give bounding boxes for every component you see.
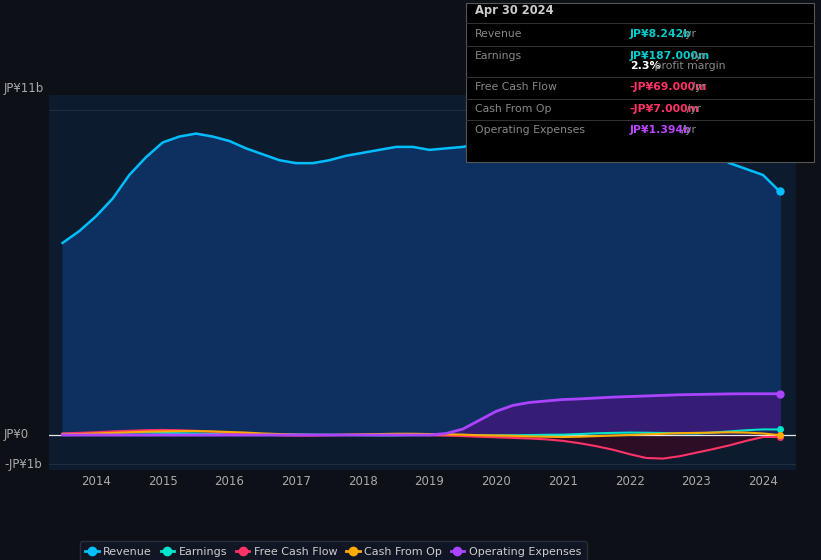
Text: /yr: /yr	[678, 125, 695, 135]
Text: Revenue: Revenue	[475, 29, 523, 39]
Text: /yr: /yr	[688, 51, 706, 61]
Text: Cash From Op: Cash From Op	[475, 104, 552, 114]
Text: JP¥8.242b: JP¥8.242b	[630, 29, 692, 39]
Text: profit margin: profit margin	[651, 61, 726, 71]
Text: JP¥187.000m: JP¥187.000m	[630, 51, 710, 61]
Text: JP¥0: JP¥0	[4, 428, 30, 441]
Text: Operating Expenses: Operating Expenses	[475, 125, 585, 135]
Text: Apr 30 2024: Apr 30 2024	[475, 4, 554, 17]
Text: Free Cash Flow: Free Cash Flow	[475, 82, 557, 92]
Text: 2.3%: 2.3%	[630, 61, 660, 71]
Text: /yr: /yr	[688, 82, 706, 92]
Text: -JP¥1b: -JP¥1b	[4, 458, 42, 471]
Text: -JP¥69.000m: -JP¥69.000m	[630, 82, 707, 92]
Legend: Revenue, Earnings, Free Cash Flow, Cash From Op, Operating Expenses: Revenue, Earnings, Free Cash Flow, Cash …	[80, 542, 586, 560]
Text: JP¥11b: JP¥11b	[4, 82, 44, 95]
Text: /yr: /yr	[683, 104, 701, 114]
Text: /yr: /yr	[678, 29, 695, 39]
Text: Earnings: Earnings	[475, 51, 522, 61]
Text: JP¥1.394b: JP¥1.394b	[630, 125, 691, 135]
Text: -JP¥7.000m: -JP¥7.000m	[630, 104, 699, 114]
